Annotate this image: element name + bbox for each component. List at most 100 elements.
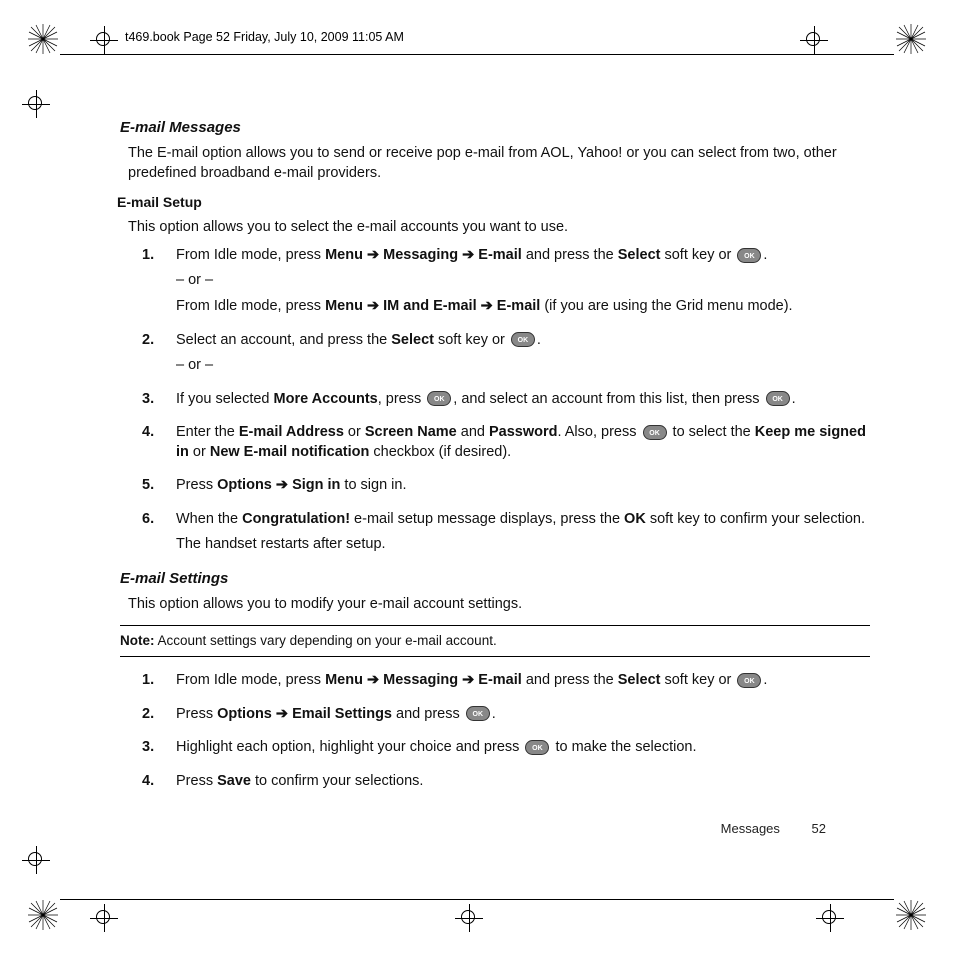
registration-mark-icon [455, 904, 483, 932]
step-number: 3. [142, 738, 154, 758]
list-item: 2. Press Options ➔ Email Settings and pr… [172, 705, 870, 725]
text: Press [176, 773, 217, 789]
text: If you selected [176, 391, 274, 407]
settings-steps-list: 1. From Idle mode, press Menu ➔ Messagin… [144, 671, 870, 791]
text: Press [176, 706, 217, 722]
header-rule [60, 54, 894, 55]
congratulation: Congratulation! [242, 511, 350, 527]
options-signin: Options ➔ Sign in [217, 477, 340, 493]
text: and press [392, 706, 464, 722]
step-number: 5. [142, 476, 154, 496]
menu-path: Menu ➔ Messaging ➔ E-mail [325, 672, 522, 688]
heading-email-messages: E-mail Messages [120, 118, 870, 138]
text: to make the selection. [551, 739, 696, 755]
registration-mark-icon [90, 26, 118, 54]
step-number: 4. [142, 423, 154, 443]
text: Enter the [176, 424, 239, 440]
text: , and select an account from this list, … [453, 391, 763, 407]
text: From Idle mode, press [176, 298, 325, 314]
step-number: 1. [142, 671, 154, 691]
list-item: 1. From Idle mode, press Menu ➔ Messagin… [172, 246, 870, 317]
text: . [763, 247, 767, 263]
starburst-icon [28, 900, 58, 930]
setup-paragraph: This option allows you to select the e-m… [128, 218, 870, 238]
footer: Messages 52 [721, 821, 826, 836]
list-item: 3. If you selected More Accounts, press … [172, 390, 870, 410]
more-accounts: More Accounts [274, 391, 378, 407]
text: From Idle mode, press [176, 247, 325, 263]
text: to sign in. [340, 477, 406, 493]
text: (if you are using the Grid menu mode). [540, 298, 792, 314]
note-text: Account settings vary depending on your … [155, 633, 497, 648]
text: soft key to confirm your selection. [646, 511, 865, 527]
ok-button-icon [643, 425, 667, 440]
ok-button-icon [737, 248, 761, 263]
step-number: 1. [142, 246, 154, 266]
heading-email-settings: E-mail Settings [120, 569, 870, 589]
text: to select the [669, 424, 755, 440]
text: When the [176, 511, 242, 527]
note-box: Note: Account settings vary depending on… [120, 625, 870, 657]
step-number: 2. [142, 705, 154, 725]
text: or [344, 424, 365, 440]
text: and [457, 424, 489, 440]
or-separator: – or – [176, 271, 870, 291]
or-separator: – or – [176, 356, 870, 376]
text: e-mail setup message displays, press the [350, 511, 624, 527]
step-number: 3. [142, 390, 154, 410]
footer-rule [60, 899, 894, 900]
ok-button-icon [525, 740, 549, 755]
registration-mark-icon [22, 846, 50, 874]
text: . [763, 672, 767, 688]
ok-key: OK [624, 511, 646, 527]
footer-section: Messages [721, 821, 780, 836]
text: Highlight each option, highlight your ch… [176, 739, 523, 755]
text: soft key or [660, 247, 735, 263]
text: Select an account, and press the [176, 332, 391, 348]
list-item: 1. From Idle mode, press Menu ➔ Messagin… [172, 671, 870, 691]
settings-paragraph: This option allows you to modify your e-… [128, 595, 870, 615]
select-key: Select [618, 672, 661, 688]
step-number: 4. [142, 772, 154, 792]
text: and press the [522, 672, 618, 688]
starburst-icon [28, 24, 58, 54]
select-key: Select [391, 332, 434, 348]
setup-steps-list: 1. From Idle mode, press Menu ➔ Messagin… [144, 246, 870, 555]
list-item: 3. Highlight each option, highlight your… [172, 738, 870, 758]
text: or [189, 444, 210, 460]
starburst-icon [896, 24, 926, 54]
registration-mark-icon [816, 904, 844, 932]
list-item: 2. Select an account, and press the Sele… [172, 331, 870, 376]
alt-text: From Idle mode, press Menu ➔ IM and E-ma… [176, 297, 870, 317]
text: soft key or [434, 332, 509, 348]
step-number: 2. [142, 331, 154, 351]
list-item: 4. Press Save to confirm your selections… [172, 772, 870, 792]
content: E-mail Messages The E-mail option allows… [120, 118, 870, 805]
options-email-settings: Options ➔ Email Settings [217, 706, 392, 722]
save-key: Save [217, 773, 251, 789]
text: checkbox (if desired). [369, 444, 511, 460]
text: . [792, 391, 796, 407]
registration-mark-icon [90, 904, 118, 932]
text: to confirm your selections. [251, 773, 423, 789]
registration-mark-icon [22, 90, 50, 118]
text: , press [378, 391, 426, 407]
framemaker-header: t469.book Page 52 Friday, July 10, 2009 … [125, 30, 894, 44]
step-number: 6. [142, 510, 154, 530]
page: t469.book Page 52 Friday, July 10, 2009 … [0, 0, 954, 954]
list-item: 4. Enter the E-mail Address or Screen Na… [172, 423, 870, 462]
menu-path: Menu ➔ Messaging ➔ E-mail [325, 247, 522, 263]
note-label: Note: [120, 633, 155, 648]
text: . [492, 706, 496, 722]
heading-email-setup: E-mail Setup [117, 193, 870, 212]
starburst-icon [896, 900, 926, 930]
restart-note: The handset restarts after setup. [176, 535, 870, 555]
text: From Idle mode, press [176, 672, 325, 688]
text: soft key or [660, 672, 735, 688]
text: . [537, 332, 541, 348]
list-item: 5. Press Options ➔ Sign in to sign in. [172, 476, 870, 496]
ok-button-icon [737, 673, 761, 688]
footer-page-number: 52 [812, 821, 826, 836]
ok-button-icon [427, 391, 451, 406]
screen-name: Screen Name [365, 424, 457, 440]
